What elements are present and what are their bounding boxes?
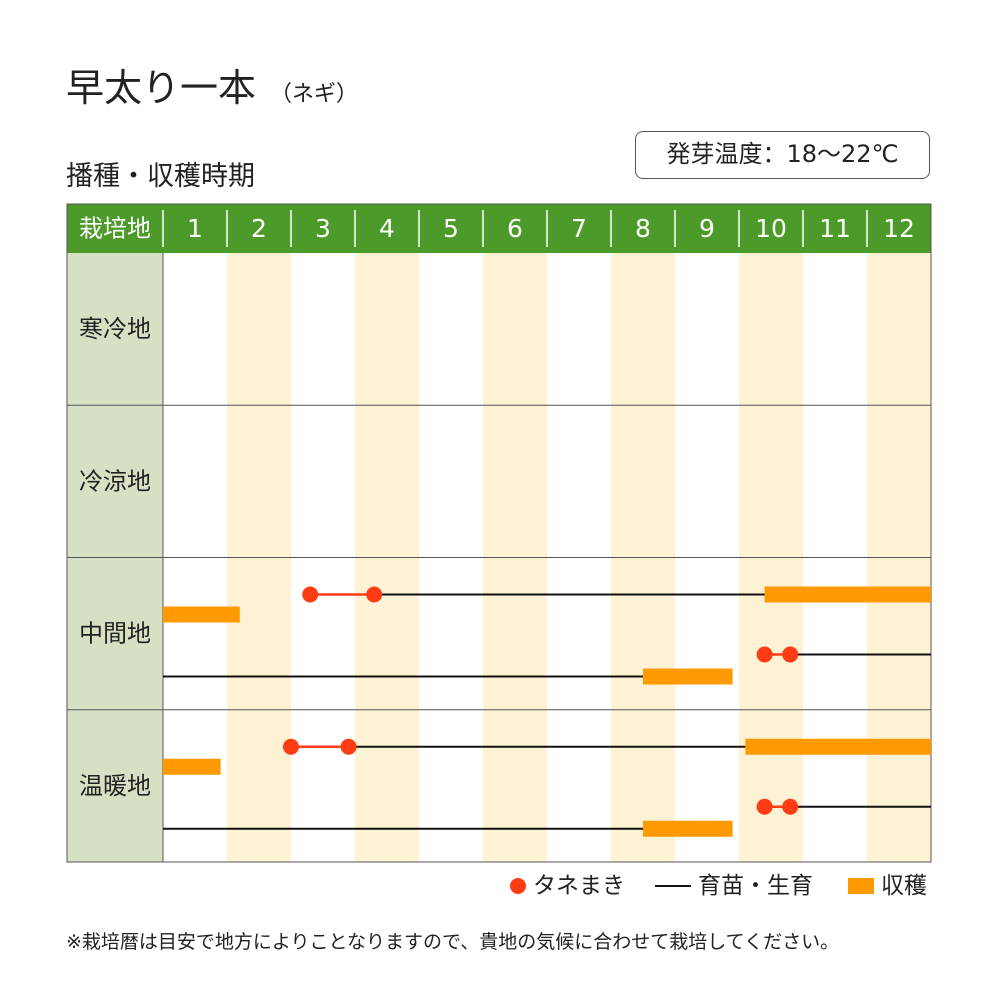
- harvest-bar-r3-3: [643, 820, 733, 837]
- month-header-7: 7: [571, 214, 587, 243]
- legend-harvest-marker: [848, 878, 874, 894]
- sowing-end-dot-r2-2: [782, 646, 799, 663]
- month-header-2: 2: [251, 214, 267, 243]
- table-frame: [66, 203, 932, 863]
- harvest-bar-r2-1: [163, 606, 240, 623]
- corner-header-label: 栽培地: [79, 215, 151, 243]
- legend-growing-marker: [655, 885, 691, 887]
- region-label-0: 寒冷地: [79, 315, 151, 343]
- month-header-9: 9: [699, 214, 715, 243]
- legend-sowing-marker: [510, 878, 526, 894]
- sowing-start-dot-r3-2: [756, 798, 773, 815]
- harvest-bar-r3-0: [745, 738, 931, 755]
- legend-sowing-label: タネまき: [533, 873, 625, 899]
- sowing-end-dot-r3-0: [340, 738, 357, 755]
- legend-growing-label: 育苗・生育: [698, 873, 813, 899]
- sowing-start-dot-r2-2: [756, 646, 773, 663]
- section-title: 播種・収穫時期: [66, 161, 255, 192]
- region-label-3: 温暖地: [79, 772, 151, 800]
- month-header-5: 5: [443, 214, 459, 243]
- month-header-1: 1: [187, 214, 203, 243]
- sowing-start-dot-r2-0: [302, 586, 319, 603]
- harvest-bar-r2-0: [764, 586, 931, 603]
- month-header-3: 3: [315, 214, 331, 243]
- crop-type: （ネギ）: [270, 82, 359, 107]
- footnote: ※栽培暦は目安で地方によりことなりますので、貴地の気候に合わせて栽培してください…: [66, 931, 840, 953]
- month-header-12: 12: [883, 214, 915, 243]
- month-header-6: 6: [507, 214, 523, 243]
- legend-harvest-label: 収穫: [881, 873, 927, 899]
- sowing-end-dot-r2-0: [366, 586, 383, 603]
- germination-temperature-badge: 発芽温度：18〜22℃: [635, 131, 930, 179]
- sowing-end-dot-r3-2: [782, 798, 799, 815]
- month-header-10: 10: [755, 214, 787, 243]
- harvest-bar-r2-3: [643, 668, 733, 685]
- region-label-2: 中間地: [79, 620, 151, 648]
- month-header-row: [67, 204, 931, 253]
- month-header-11: 11: [819, 214, 851, 243]
- region-label-1: 冷涼地: [79, 467, 151, 495]
- month-header-8: 8: [635, 214, 651, 243]
- harvest-bar-r3-1: [163, 758, 221, 775]
- sowing-start-dot-r3-0: [283, 738, 299, 755]
- page-title: 早太り一本 （ネギ）: [66, 62, 358, 121]
- crop-name: 早太り一本: [66, 66, 257, 110]
- month-header-4: 4: [379, 214, 395, 243]
